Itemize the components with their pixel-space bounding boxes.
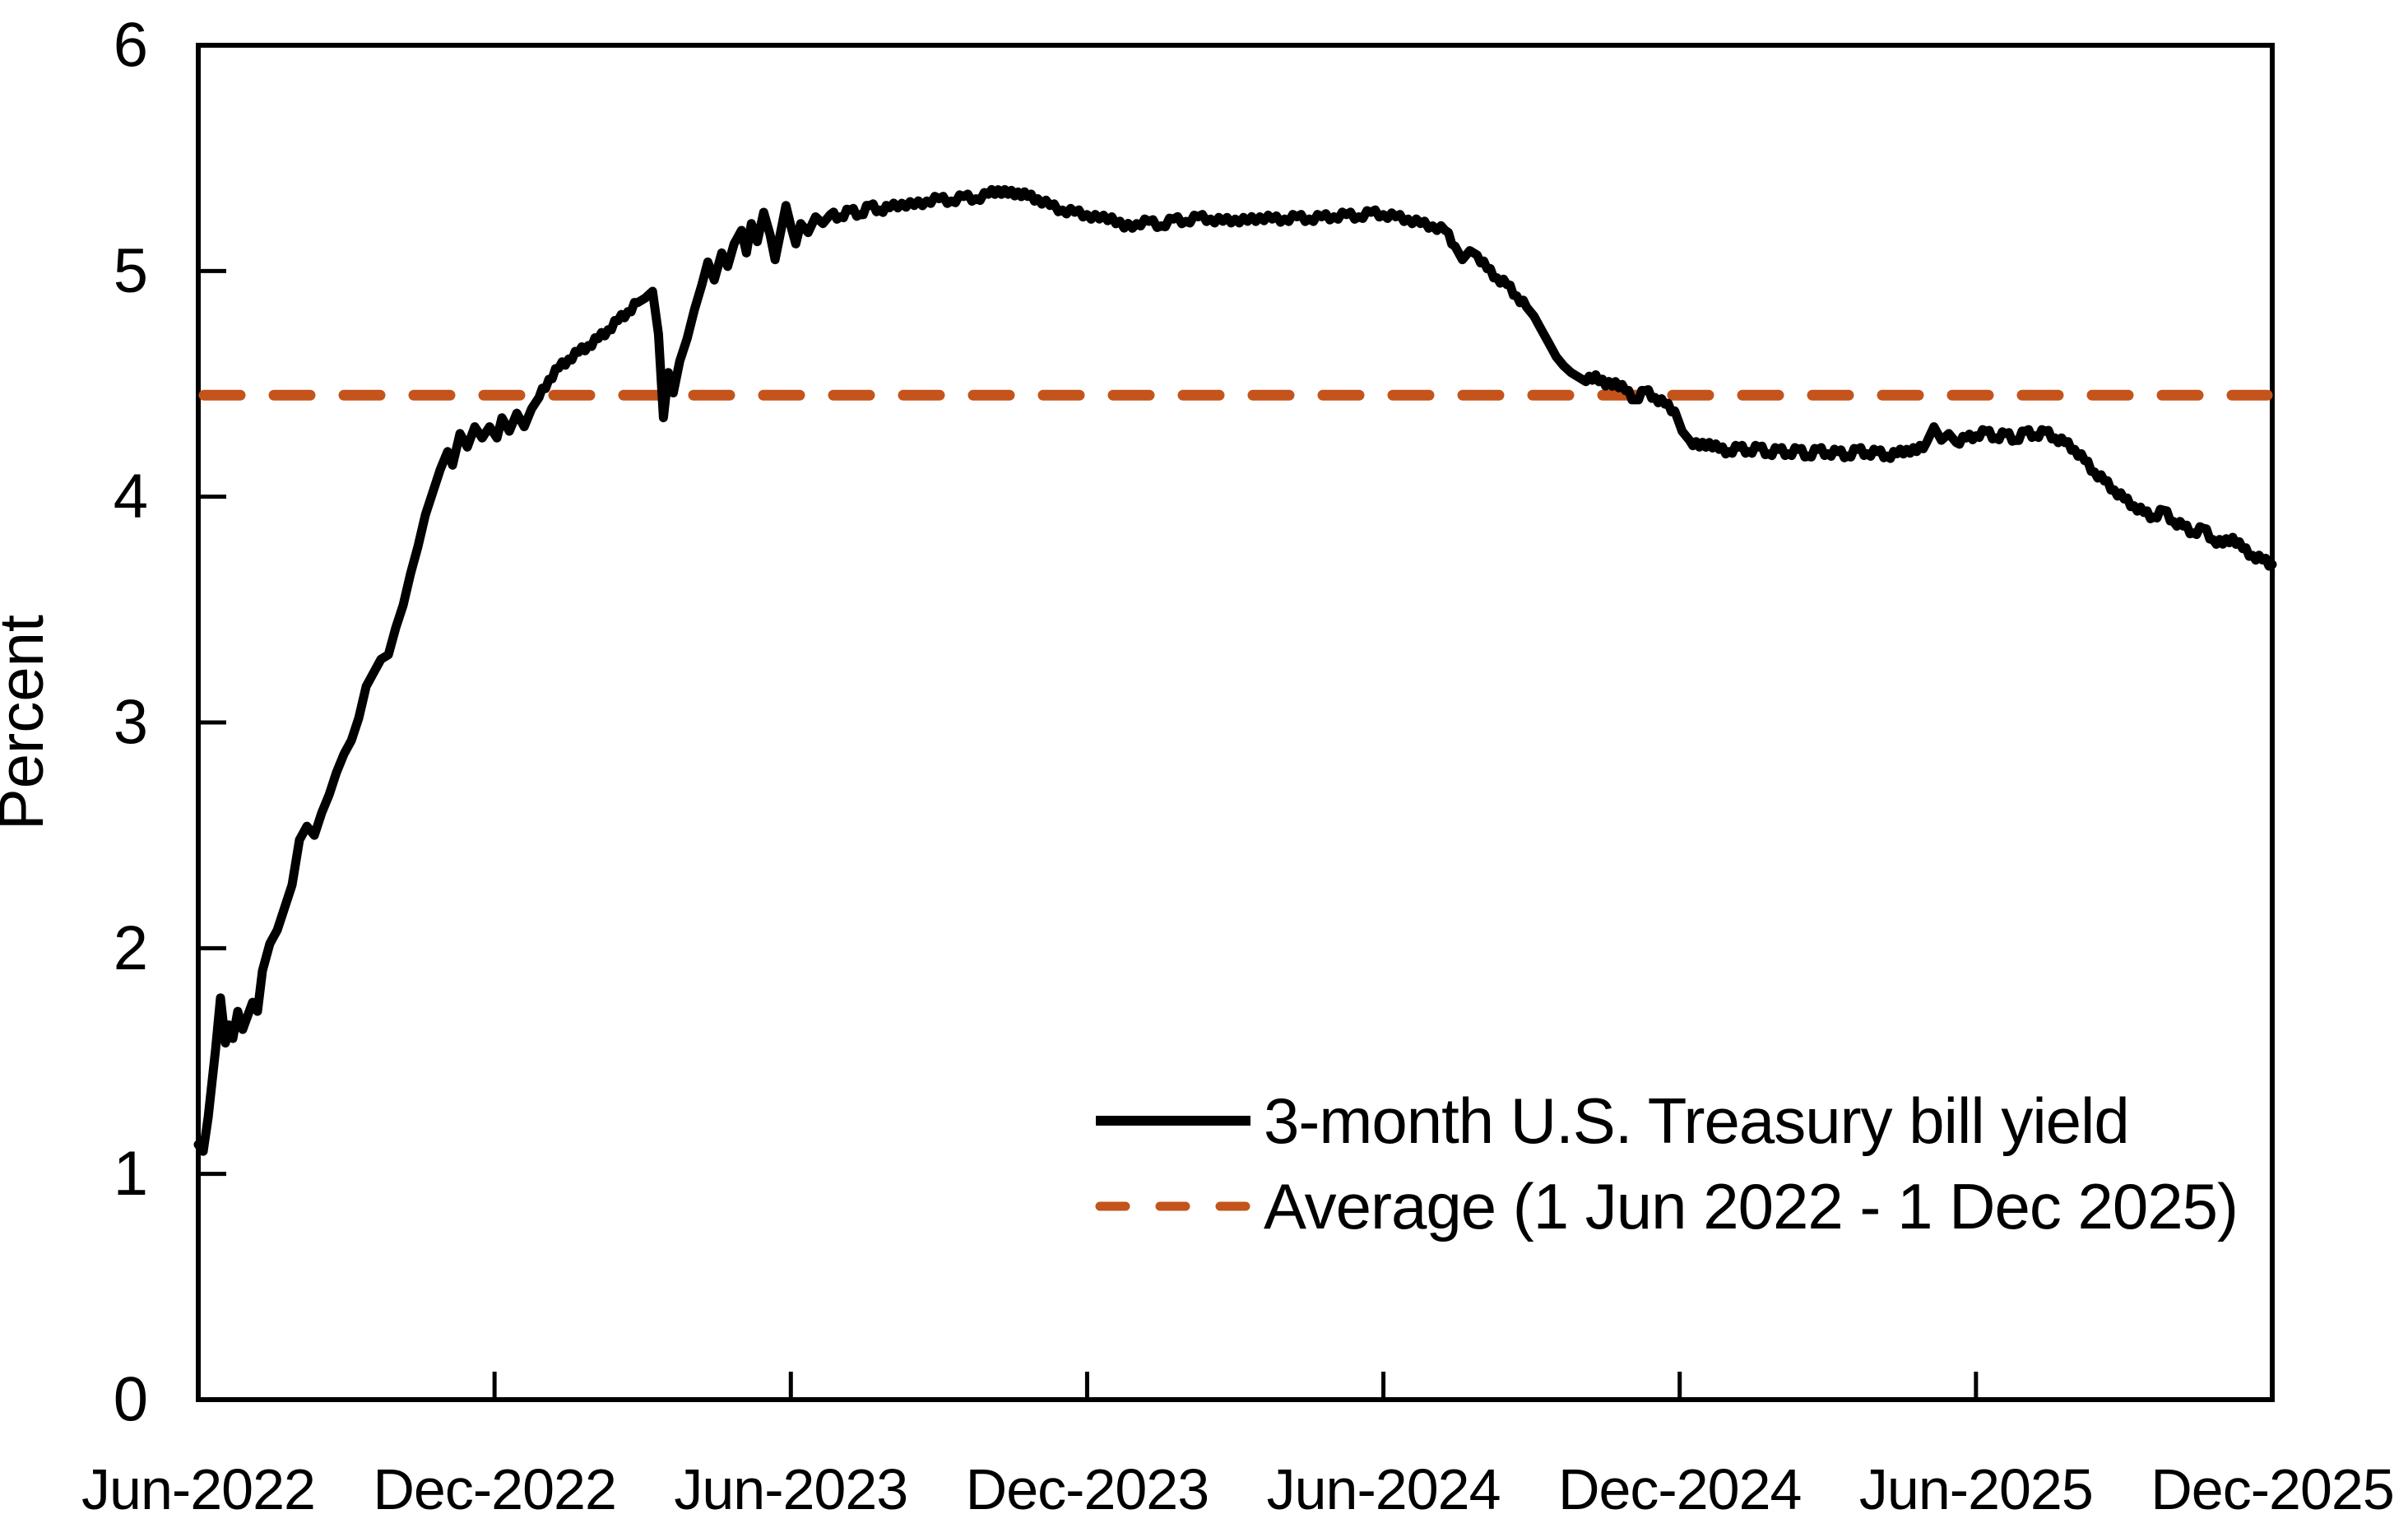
x-tick-label: Jun-2023 [674, 1457, 907, 1521]
x-tick-label: Dec-2023 [966, 1457, 1209, 1521]
y-axis-title: Percent [0, 615, 57, 830]
x-tick-label: Dec-2022 [373, 1457, 616, 1521]
y-tick-label: 0 [114, 1365, 148, 1435]
y-tick-label: 6 [114, 11, 148, 81]
legend: 3-month U.S. Treasury bill yield Average … [1095, 1084, 2239, 1242]
y-tick-label: 2 [114, 913, 148, 983]
x-tick-label: Dec-2024 [1558, 1457, 1802, 1521]
y-tick-label: 3 [114, 688, 148, 758]
y-tick-label: 1 [114, 1139, 148, 1209]
y-tick-label: 4 [114, 462, 148, 532]
legend-item-label: Average (1 Jun 2022 - 1 Dec 2025) [1264, 1170, 2238, 1242]
x-tick-label: Jun-2025 [1859, 1457, 2093, 1521]
yield-line [193, 184, 2277, 1156]
x-tick-label: Dec-2025 [2150, 1457, 2394, 1521]
x-tick-label: Jun-2022 [81, 1457, 315, 1521]
y-tick-label: 5 [114, 236, 148, 306]
legend-item-label: 3-month U.S. Treasury bill yield [1264, 1084, 2129, 1157]
x-tick-label: Jun-2024 [1267, 1457, 1501, 1521]
